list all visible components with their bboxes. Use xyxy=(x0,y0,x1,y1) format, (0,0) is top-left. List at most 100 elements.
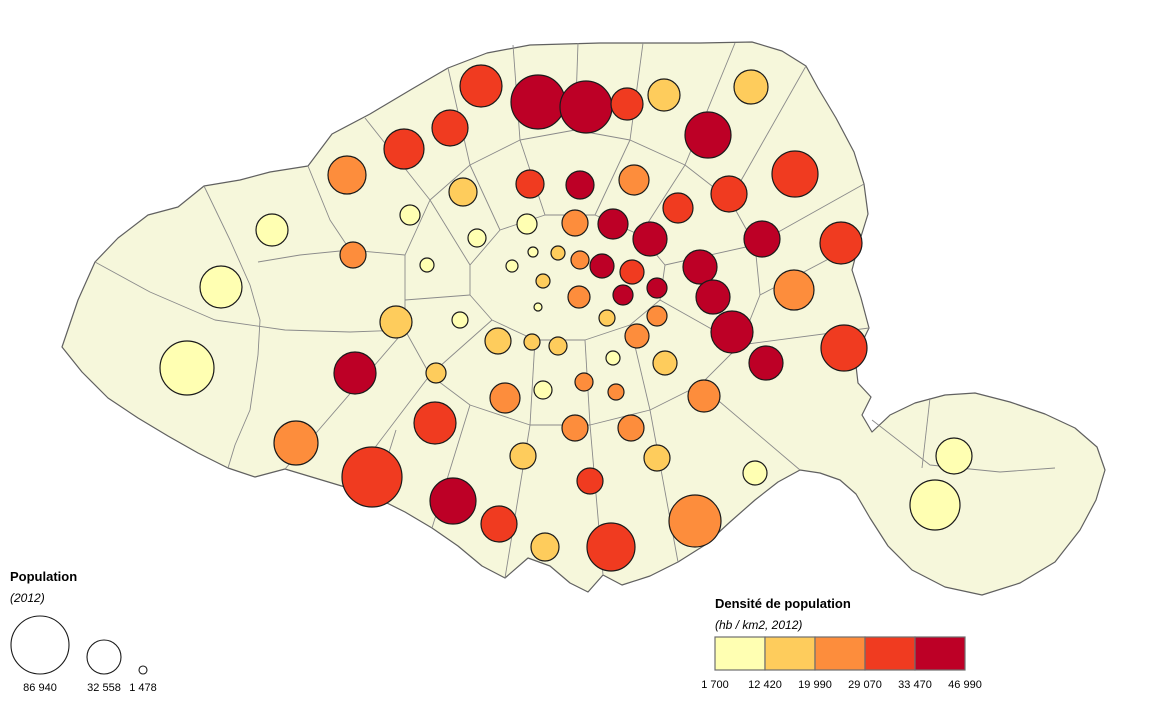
district-boundary-line xyxy=(227,354,259,469)
density-legend-subtitle: (hb / km2, 2012) xyxy=(715,618,803,632)
district-circle xyxy=(383,128,425,170)
district-circle xyxy=(617,414,645,442)
district-circle xyxy=(695,279,731,315)
district-circle xyxy=(425,362,447,384)
district-circle xyxy=(733,69,769,105)
population-legend-circle xyxy=(10,615,70,675)
density-legend-break: 1 700 xyxy=(701,679,729,691)
density-legend-scale: 1 700 12 420 19 990 29 070 33 470 46 990 xyxy=(701,636,982,691)
district-circle xyxy=(935,437,973,475)
district-circle xyxy=(535,273,551,289)
district-circle xyxy=(589,253,615,279)
district-circle xyxy=(533,380,553,400)
district-circle xyxy=(530,532,560,562)
district-boundary-line xyxy=(529,339,536,426)
district-boundary-line xyxy=(94,261,351,333)
district-circle xyxy=(451,311,469,329)
district-circle xyxy=(742,460,768,486)
district-circle xyxy=(647,78,681,112)
density-legend-swatch xyxy=(914,636,966,671)
district-boundary-line xyxy=(404,294,471,301)
district-boundary-line xyxy=(257,249,406,263)
district-circle xyxy=(548,336,568,356)
district-circle xyxy=(199,265,243,309)
density-legend-break: 29 070 xyxy=(848,679,882,691)
paris-boundary xyxy=(61,41,1106,596)
district-circle xyxy=(605,350,621,366)
district-boundary-line xyxy=(729,65,807,201)
population-legend-value: 32 558 xyxy=(87,682,121,694)
district-circle xyxy=(743,220,781,258)
district-circle xyxy=(820,324,868,372)
district-circle xyxy=(687,379,721,413)
district-circle xyxy=(489,382,521,414)
district-circle xyxy=(565,170,595,200)
district-circle xyxy=(431,109,469,147)
district-circle xyxy=(467,228,487,248)
density-legend-swatch xyxy=(764,636,816,671)
district-boundary-line xyxy=(469,164,501,231)
district-circle xyxy=(561,414,589,442)
density-legend-swatch xyxy=(714,636,766,671)
district-circle xyxy=(159,340,215,396)
district-circle xyxy=(419,257,435,273)
district-circle xyxy=(612,284,634,306)
district-boundary-line xyxy=(429,199,471,266)
district-circle xyxy=(646,277,668,299)
district-circle xyxy=(598,309,616,327)
district-circle xyxy=(559,80,613,134)
district-boundary-line xyxy=(307,165,351,251)
density-legend-break: 46 990 xyxy=(948,679,982,691)
district-circle xyxy=(480,505,518,543)
district-circle xyxy=(586,522,636,572)
district-circle xyxy=(646,305,668,327)
district-circle xyxy=(909,479,961,531)
district-circle xyxy=(668,494,722,548)
population-legend-subtitle: (2012) xyxy=(10,591,45,605)
district-circle xyxy=(509,442,537,470)
district-circle xyxy=(413,401,457,445)
district-boundary-line xyxy=(921,397,931,469)
district-circle xyxy=(533,302,543,312)
district-circle xyxy=(255,213,289,247)
density-legend-swatch xyxy=(814,636,866,671)
district-circle xyxy=(570,250,590,270)
district-circle xyxy=(710,175,748,213)
district-circle xyxy=(607,383,625,401)
district-circle xyxy=(515,169,545,199)
density-legend-break: 12 420 xyxy=(748,679,782,691)
district-circle xyxy=(684,111,732,159)
district-circle xyxy=(710,310,754,354)
district-boundaries xyxy=(94,42,1056,579)
district-circle xyxy=(567,285,591,309)
district-circle xyxy=(327,155,367,195)
district-boundary-line xyxy=(594,139,631,216)
district-circle xyxy=(339,241,367,269)
district-circle xyxy=(610,87,644,121)
district-boundary-line xyxy=(203,185,261,356)
district-circle xyxy=(771,150,819,198)
density-legend-break: 19 990 xyxy=(798,679,832,691)
district-circle xyxy=(510,74,566,130)
population-legend-value: 1 478 xyxy=(129,682,157,694)
population-legend-symbols: 86 940 32 558 1 478 xyxy=(10,615,157,694)
district-circle xyxy=(574,372,594,392)
district-circle xyxy=(632,221,668,257)
district-circle xyxy=(682,249,718,285)
population-circles xyxy=(159,64,973,572)
population-legend-value: 86 940 xyxy=(23,682,57,694)
district-circle xyxy=(561,209,589,237)
district-circle xyxy=(505,259,519,273)
district-circle xyxy=(819,221,863,265)
district-boundary-line xyxy=(649,409,679,563)
district-circle xyxy=(429,477,477,525)
district-circle xyxy=(576,467,604,495)
population-legend-title: Population xyxy=(10,569,78,584)
district-circle xyxy=(341,446,403,508)
district-circle xyxy=(597,208,629,240)
district-circle xyxy=(624,323,650,349)
population-legend-circle xyxy=(86,639,122,675)
district-circle xyxy=(662,192,694,224)
